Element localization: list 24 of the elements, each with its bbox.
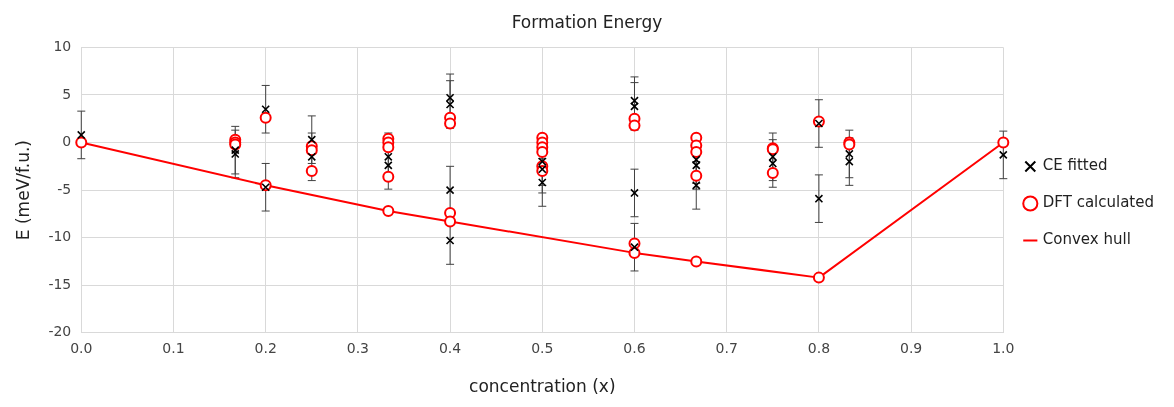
x-tick-label: 0.1	[162, 339, 185, 356]
x-tick-label: 0.5	[531, 339, 554, 356]
legend-label: Convex hull	[1042, 230, 1131, 249]
y-tick-label: -20	[48, 323, 72, 340]
x-tick-label: 0.9	[899, 339, 923, 356]
chart-title: Formation Energy	[511, 11, 663, 32]
y-tick-label: -5	[57, 180, 72, 197]
y-axis-title: E (meV/f.u.)	[12, 140, 33, 241]
x-axis-title: concentration (x)	[469, 376, 616, 397]
legend-label: CE fitted	[1042, 156, 1108, 175]
y-tick-label: -15	[48, 275, 72, 292]
x-tick-label: 0.0	[70, 339, 93, 356]
x-tick-label: 0.4	[438, 339, 462, 356]
y-tick-label: 10	[53, 38, 72, 55]
x-tick-label: 0.3	[346, 339, 370, 356]
x-tick-label: 0.6	[623, 339, 646, 356]
y-tick-label: 0	[62, 133, 72, 150]
legend-label: DFT calculated	[1042, 193, 1155, 212]
x-tick-label: 0.8	[807, 339, 831, 356]
x-tick-label: 1.0	[992, 339, 1015, 356]
y-tick-label: 5	[62, 85, 72, 102]
x-tick-label: 0.2	[254, 339, 277, 356]
y-tick-label: -10	[48, 228, 72, 245]
x-tick-label: 0.7	[715, 339, 738, 356]
